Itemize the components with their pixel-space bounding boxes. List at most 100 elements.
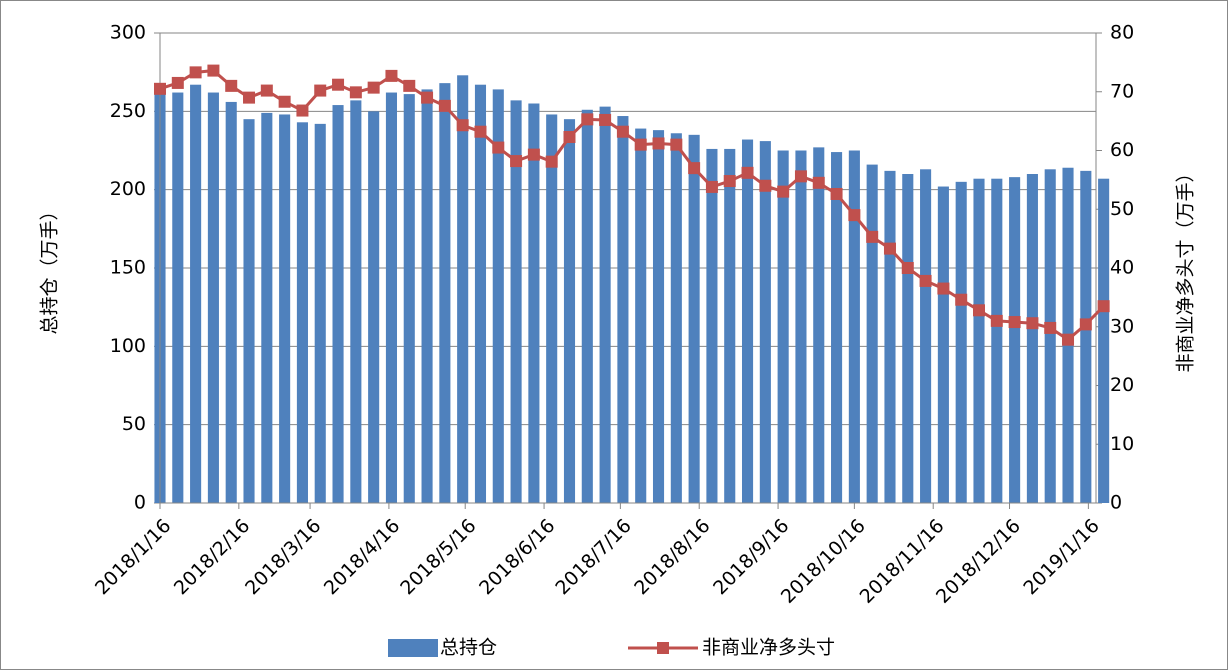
y2-tick-label: 50 bbox=[1110, 198, 1134, 220]
bar bbox=[225, 101, 237, 503]
marker bbox=[189, 66, 202, 79]
bar bbox=[474, 84, 487, 503]
bar bbox=[546, 114, 558, 503]
bar bbox=[563, 119, 576, 504]
marker bbox=[634, 138, 647, 151]
marker bbox=[154, 82, 166, 95]
marker bbox=[1044, 321, 1057, 334]
bar bbox=[1080, 170, 1092, 503]
bar bbox=[403, 94, 415, 503]
bar bbox=[795, 150, 807, 503]
bar bbox=[635, 128, 647, 504]
bar bbox=[421, 89, 433, 504]
marker bbox=[777, 185, 790, 198]
marker bbox=[705, 180, 718, 193]
marker bbox=[652, 137, 665, 150]
bar bbox=[920, 169, 932, 504]
bar bbox=[706, 148, 718, 503]
marker bbox=[349, 86, 362, 99]
marker bbox=[438, 99, 451, 112]
bar bbox=[207, 92, 219, 504]
y2-tick-label: 40 bbox=[1110, 257, 1134, 279]
y2-tick-label: 10 bbox=[1110, 433, 1134, 455]
bar bbox=[332, 105, 344, 504]
marker bbox=[403, 79, 416, 92]
bar bbox=[955, 181, 967, 504]
bar bbox=[243, 119, 255, 504]
bar bbox=[350, 100, 362, 503]
marker bbox=[225, 79, 238, 92]
bar bbox=[813, 147, 825, 503]
y2-tick-label: 70 bbox=[1110, 80, 1134, 102]
bar bbox=[172, 92, 184, 504]
marker bbox=[474, 125, 487, 138]
y-tick-label: 200 bbox=[110, 178, 146, 200]
legend-swatch bbox=[388, 639, 438, 657]
marker bbox=[278, 95, 291, 108]
bar bbox=[279, 114, 291, 503]
marker bbox=[1026, 317, 1039, 330]
bar bbox=[314, 123, 326, 503]
marker bbox=[848, 209, 861, 222]
y2-tick-label: 30 bbox=[1110, 315, 1134, 337]
bar bbox=[510, 100, 522, 503]
y-tick-label: 250 bbox=[110, 100, 146, 122]
bar bbox=[831, 152, 843, 504]
bar bbox=[1044, 169, 1056, 504]
marker bbox=[545, 155, 558, 168]
marker bbox=[367, 81, 380, 94]
marker bbox=[332, 78, 345, 91]
marker bbox=[812, 176, 825, 189]
y-axis-label: 总持仓（万手） bbox=[39, 201, 61, 334]
marker bbox=[866, 230, 879, 243]
marker bbox=[385, 69, 398, 82]
marker bbox=[723, 175, 736, 188]
marker bbox=[1008, 316, 1021, 329]
marker bbox=[581, 113, 594, 126]
bar bbox=[724, 148, 736, 503]
marker bbox=[510, 155, 523, 168]
marker bbox=[901, 262, 914, 274]
bar bbox=[884, 170, 896, 503]
marker bbox=[314, 84, 327, 97]
marker bbox=[830, 187, 843, 200]
marker bbox=[260, 84, 273, 97]
bar bbox=[973, 178, 985, 503]
bar bbox=[991, 178, 1003, 503]
marker bbox=[1062, 333, 1075, 346]
marker bbox=[1097, 300, 1110, 313]
bar bbox=[1009, 177, 1021, 503]
marker bbox=[616, 125, 629, 138]
marker bbox=[937, 282, 950, 295]
marker bbox=[599, 113, 612, 126]
bar bbox=[581, 109, 593, 504]
marker bbox=[670, 138, 683, 151]
y-tick-label: 300 bbox=[110, 22, 146, 44]
bar bbox=[741, 139, 754, 504]
marker bbox=[171, 76, 184, 89]
bar bbox=[599, 106, 611, 503]
y2-tick-label: 20 bbox=[1110, 374, 1134, 396]
bar bbox=[528, 103, 540, 503]
marker bbox=[563, 130, 576, 143]
marker bbox=[973, 304, 985, 317]
y2-tick-label: 60 bbox=[1110, 139, 1134, 161]
marker bbox=[296, 104, 309, 117]
marker bbox=[919, 274, 932, 287]
bar bbox=[937, 186, 949, 504]
marker bbox=[527, 148, 540, 161]
bar bbox=[617, 116, 629, 504]
y-tick-label: 0 bbox=[134, 492, 146, 514]
bar bbox=[652, 130, 665, 503]
bar bbox=[492, 89, 504, 504]
legend-label: 非商业净多头寸 bbox=[702, 637, 835, 659]
marker bbox=[492, 141, 505, 154]
bar bbox=[777, 150, 789, 503]
marker bbox=[990, 314, 1003, 327]
marker bbox=[456, 119, 469, 132]
marker bbox=[207, 64, 220, 77]
bar bbox=[368, 111, 380, 503]
y2-tick-label: 0 bbox=[1110, 492, 1122, 514]
